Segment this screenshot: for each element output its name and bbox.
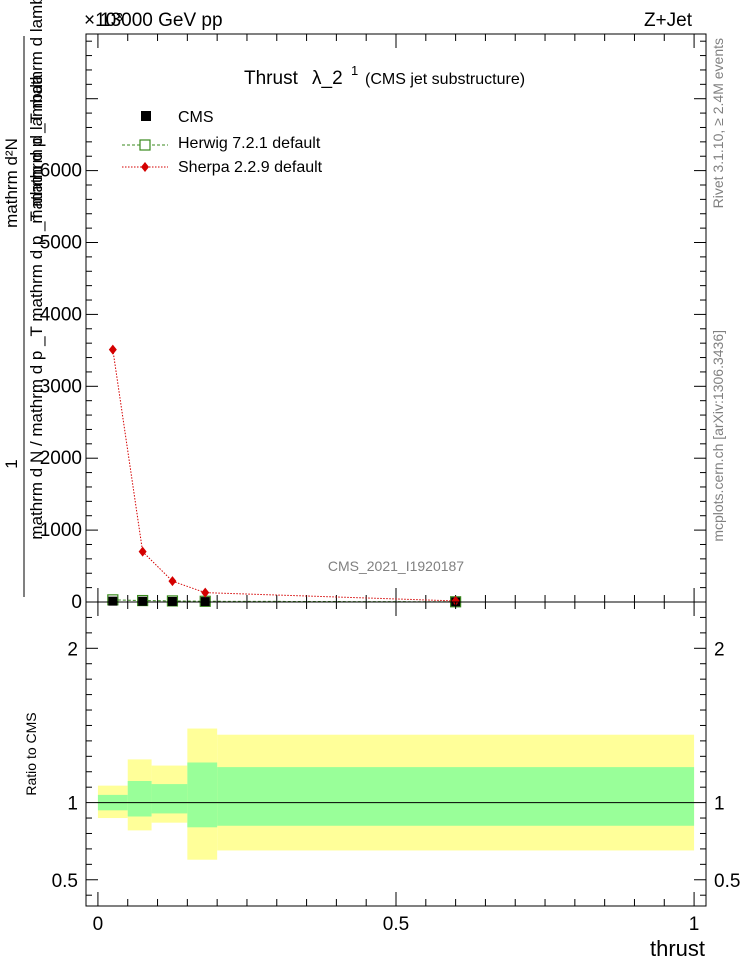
ratio-y-tick-label: 1 <box>67 794 78 815</box>
x-tick-label: 0.5 <box>383 914 409 935</box>
ratio-inner-band <box>151 784 188 814</box>
legend-cms-marker <box>141 111 151 121</box>
ratio-y-tick-label: 2 <box>67 639 78 660</box>
sherpa-point <box>138 546 147 557</box>
ratio-y-tick-label: 0.5 <box>52 871 78 892</box>
ratio-y-ticks: 0.5 0.5 1 1 2 2 <box>52 616 740 896</box>
main-y-axis-label: 1 mathrm d N / mathrm d p _T mathrm d p … <box>2 0 46 597</box>
sherpa-point <box>451 595 460 606</box>
legend-herwig-label: Herwig 7.2.1 default <box>178 135 321 152</box>
title-main: Thrust <box>244 68 299 89</box>
ratio-y-tick-label-right: 0.5 <box>714 871 740 892</box>
mcplots-label: mcplots.cern.ch [arXiv:1306.3436] <box>710 330 726 542</box>
ylabel-numerator: mathrm d²N <box>2 138 21 228</box>
y-tick-label: 3000 <box>40 376 82 397</box>
y-tick-label: 4000 <box>40 304 82 325</box>
ratio-x-ticks: 0 0.5 1 <box>93 602 700 935</box>
exponent-label: ×10³ <box>84 10 123 31</box>
sherpa-point <box>108 344 117 355</box>
title-lambda: λ_2 <box>312 68 343 89</box>
sherpa-point <box>201 587 210 598</box>
legend-herwig-marker <box>139 139 151 151</box>
ratio-inner-band <box>127 781 152 817</box>
legend-sherpa-label: Sherpa 2.2.9 default <box>178 159 323 176</box>
plot-title: Thrust λ_2 1 (CMS jet substructure) <box>244 63 525 89</box>
y-tick-label: 5000 <box>40 233 82 254</box>
watermark-label: CMS_2021_I1920187 <box>328 558 464 574</box>
ratio-y-axis-label: Ratio to CMS <box>23 712 39 795</box>
cms-point <box>167 596 177 606</box>
x-axis-label: thrust <box>650 936 705 961</box>
x-tick-label: 1 <box>689 914 700 935</box>
ylabel-bottom: mathrm d N / mathrm d p _T mathrm d p _T… <box>27 74 46 540</box>
y-tick-label: 0 <box>71 592 82 613</box>
ratio-y-tick-label-right: 1 <box>714 794 725 815</box>
ratio-bands <box>97 728 695 860</box>
sherpa-point <box>168 576 177 587</box>
ratio-panel: 0.5 0.51 12 2 0 0.5 1 Ratio to CMS thrust <box>23 601 740 961</box>
cms-point <box>138 596 148 606</box>
x-tick-label: 0 <box>93 914 104 935</box>
energy-label: 13000 GeV pp <box>100 10 223 31</box>
rivet-label: Rivet 3.1.10, ≥ 2.4M events <box>710 38 726 208</box>
cms-point <box>108 596 118 606</box>
main-series <box>107 344 462 608</box>
herwig-line <box>112 599 456 603</box>
ylabel-fraction-bottom: mathrm d p _T mathrm d lambda <box>27 0 46 224</box>
legend-sherpa-marker <box>141 162 149 172</box>
main-panel: 0 1000 2000 3000 4000 5000 6000 CMS_2021_I1920… <box>40 33 707 613</box>
process-label: Z+Jet <box>644 10 693 31</box>
main-x-ticks <box>97 34 695 602</box>
legend: CMS Herwig 7.2.1 default Sherpa 2.2.9 de… <box>122 109 323 176</box>
title-superscript: 1 <box>351 63 358 78</box>
ratio-y-tick-label-right: 2 <box>714 639 725 660</box>
title-subtitle: (CMS jet substructure) <box>365 71 525 88</box>
ylabel-top: 1 <box>2 459 21 468</box>
ratio-inner-band <box>187 762 218 828</box>
main-y-ticks: 0 1000 2000 3000 4000 5000 6000 <box>40 40 706 613</box>
y-tick-label: 1000 <box>40 520 82 541</box>
legend-cms-label: CMS <box>178 109 214 126</box>
y-tick-label: 6000 <box>40 161 82 182</box>
y-tick-label: 2000 <box>40 448 82 469</box>
ratio-inner-band <box>217 767 695 826</box>
